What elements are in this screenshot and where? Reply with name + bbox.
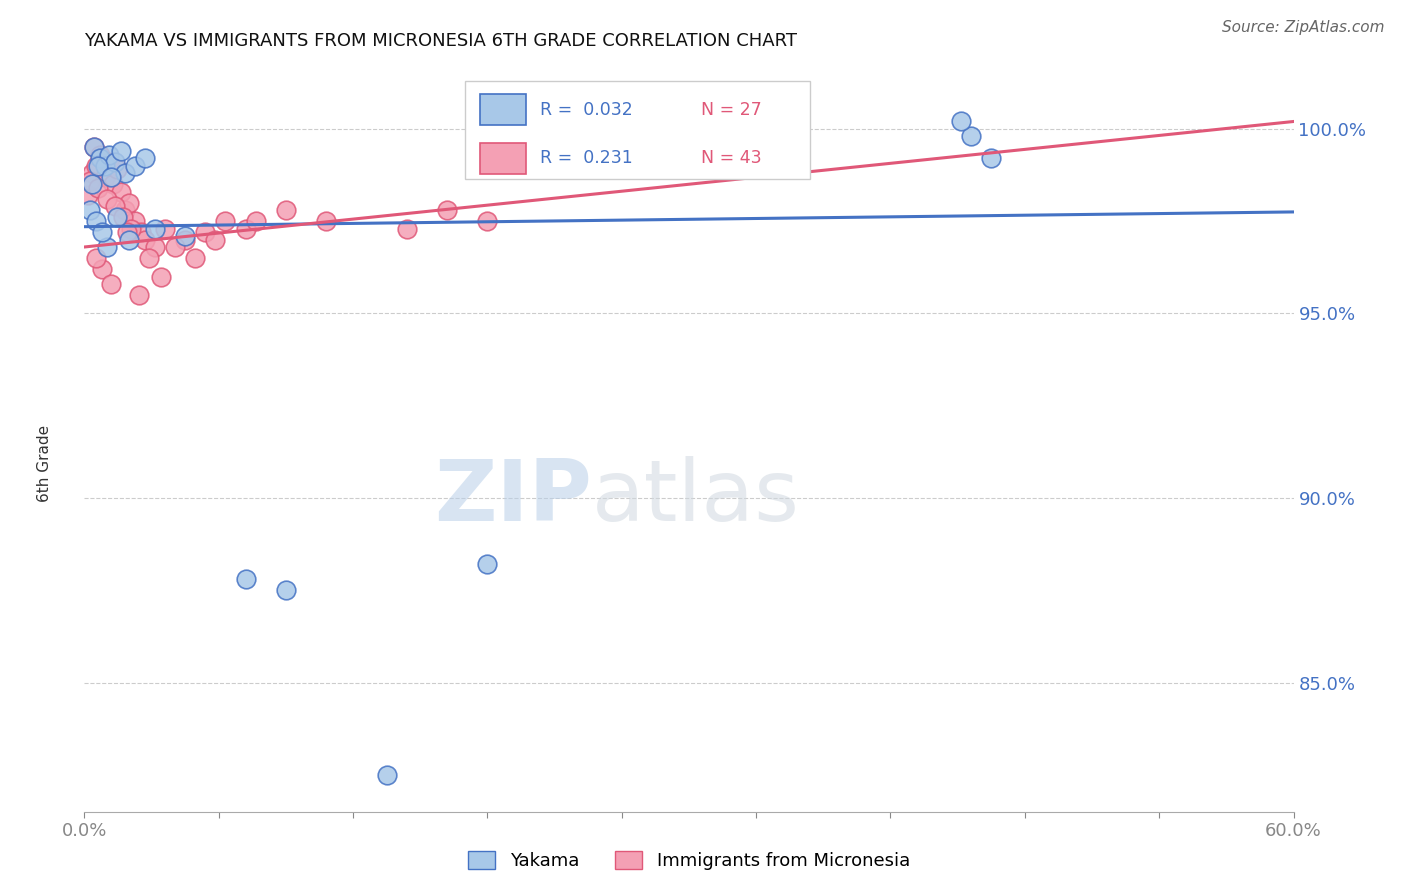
Point xyxy=(124,214,146,228)
Point xyxy=(165,240,187,254)
Point xyxy=(149,269,172,284)
Point xyxy=(91,262,114,277)
Point xyxy=(143,221,166,235)
Bar xyxy=(479,143,526,174)
Point xyxy=(204,233,226,247)
Point xyxy=(82,166,104,180)
Point xyxy=(235,221,257,235)
Point xyxy=(82,178,104,192)
Point xyxy=(83,140,105,154)
Point xyxy=(245,214,267,228)
Point xyxy=(235,572,257,586)
Point xyxy=(89,147,111,161)
Point xyxy=(960,129,983,144)
Point xyxy=(86,251,108,265)
Point xyxy=(143,240,166,254)
FancyBboxPatch shape xyxy=(465,81,810,178)
Text: N = 27: N = 27 xyxy=(702,101,762,119)
Point xyxy=(100,169,122,184)
Point xyxy=(375,768,398,782)
Point xyxy=(138,251,160,265)
Text: YAKAMA VS IMMIGRANTS FROM MICRONESIA 6TH GRADE CORRELATION CHART: YAKAMA VS IMMIGRANTS FROM MICRONESIA 6TH… xyxy=(84,32,797,50)
Point xyxy=(274,203,297,218)
Point xyxy=(93,159,115,173)
Point xyxy=(89,152,111,166)
Text: N = 43: N = 43 xyxy=(702,149,762,168)
Point xyxy=(79,203,101,218)
Point xyxy=(96,192,118,206)
Point xyxy=(100,277,122,291)
Point xyxy=(950,114,973,128)
Point xyxy=(91,225,114,239)
Text: ZIP: ZIP xyxy=(434,456,592,539)
Point xyxy=(174,228,197,243)
Point xyxy=(120,221,142,235)
Point xyxy=(128,288,150,302)
Point xyxy=(105,162,128,177)
Point xyxy=(129,225,152,239)
Point xyxy=(315,214,337,228)
Point xyxy=(184,251,207,265)
Point xyxy=(79,173,101,187)
Point xyxy=(134,152,156,166)
Point xyxy=(153,221,176,235)
Point xyxy=(110,144,132,158)
Point xyxy=(97,147,120,161)
Point xyxy=(115,225,138,239)
Point xyxy=(104,199,127,213)
Text: R =  0.231: R = 0.231 xyxy=(540,149,633,168)
Point xyxy=(214,214,236,228)
Point xyxy=(86,159,108,173)
Point xyxy=(395,221,418,235)
Point xyxy=(114,166,136,180)
Point xyxy=(104,155,127,169)
Point xyxy=(86,214,108,228)
Point xyxy=(436,203,458,218)
Point xyxy=(274,583,297,598)
Legend: Yakama, Immigrants from Micronesia: Yakama, Immigrants from Micronesia xyxy=(468,851,910,870)
Point xyxy=(97,155,120,169)
Bar xyxy=(479,94,526,126)
Point xyxy=(105,211,128,225)
Point xyxy=(110,185,132,199)
Text: Source: ZipAtlas.com: Source: ZipAtlas.com xyxy=(1222,20,1385,35)
Point xyxy=(124,159,146,173)
Point xyxy=(87,181,110,195)
Point xyxy=(83,140,105,154)
Point xyxy=(96,240,118,254)
Point xyxy=(118,195,141,210)
Point xyxy=(477,214,499,228)
Point xyxy=(134,233,156,247)
Point xyxy=(118,233,141,247)
Text: 6th Grade: 6th Grade xyxy=(38,425,52,502)
Point xyxy=(980,152,1002,166)
Point xyxy=(87,159,110,173)
Point xyxy=(101,178,124,192)
Point xyxy=(93,169,115,184)
Point xyxy=(194,225,217,239)
Point xyxy=(114,203,136,218)
Point xyxy=(174,233,197,247)
Point xyxy=(111,211,134,225)
Text: atlas: atlas xyxy=(592,456,800,539)
Text: R =  0.032: R = 0.032 xyxy=(540,101,633,119)
Point xyxy=(77,188,100,202)
Point xyxy=(477,558,499,572)
